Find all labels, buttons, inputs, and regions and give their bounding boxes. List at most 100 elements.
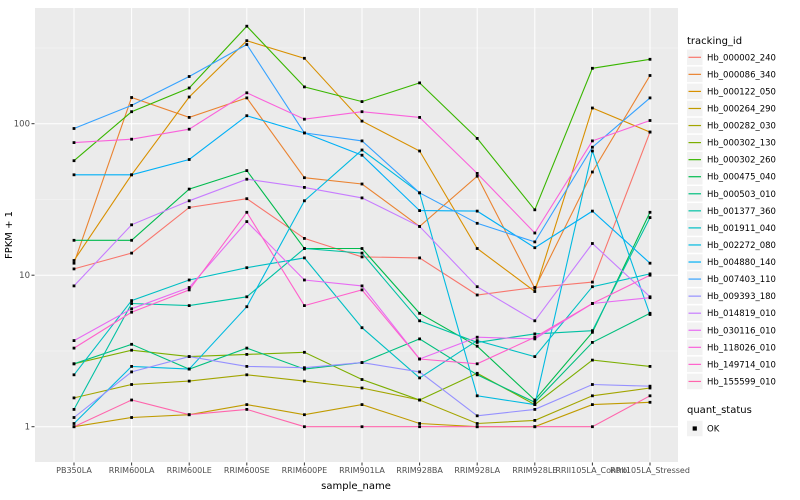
plot-panel [35, 8, 678, 462]
data-point-Hb_000122_050 [648, 130, 652, 134]
data-point-Hb_002272_080 [648, 313, 652, 316]
legend-item-label: Hb_155599_010 [707, 377, 776, 387]
legend-item-label: Hb_000475_040 [707, 173, 776, 183]
data-point-Hb_000122_050 [418, 149, 421, 153]
data-point-Hb_007403_110 [591, 145, 594, 149]
legend-item-Hb_118026_010: Hb_118026_010 [687, 339, 776, 356]
data-point-Hb_004880_140 [245, 114, 249, 118]
data-point-Hb_000282_030 [303, 379, 306, 383]
data-point-Hb_000282_030 [591, 394, 594, 398]
data-point-Hb_000475_040 [72, 238, 76, 242]
data-point-Hb_000475_040 [418, 311, 421, 315]
data-point-Hb_002272_080 [303, 199, 306, 203]
data-point-Hb_009393_180 [418, 370, 421, 374]
data-point-Hb_014819_010 [533, 319, 537, 323]
data-point-Hb_000086_340 [648, 74, 652, 77]
data-point-Hb_000503_010 [418, 337, 421, 341]
y-axis-title: FPKM + 1 [4, 211, 15, 259]
legend-item-label: Hb_007403_110 [707, 275, 776, 285]
legend-items: Hb_000002_240 Hb_000086_340 Hb_000122_050 H… [687, 49, 776, 390]
data-point-Hb_118026_010 [245, 91, 249, 95]
data-point-Hb_155599_010 [303, 425, 306, 429]
data-point-Hb_001911_040 [245, 266, 249, 270]
data-point-Hb_000264_290 [303, 413, 306, 417]
data-point-Hb_000302_130 [475, 371, 479, 375]
data-point-Hb_149714_010 [245, 210, 249, 214]
data-point-Hb_007403_110 [475, 221, 479, 225]
data-point-Hb_155599_010 [245, 408, 249, 411]
data-point-Hb_004880_140 [360, 153, 364, 157]
data-point-Hb_007403_110 [130, 104, 133, 107]
data-point-Hb_000302_130 [591, 358, 594, 362]
x-tick-label: RRII105LA_Control [555, 466, 629, 475]
data-point-Hb_149714_010 [591, 302, 594, 305]
legend-item-label: Hb_009393_180 [707, 292, 776, 302]
data-point-Hb_001911_040 [303, 256, 306, 260]
data-point-Hb_009393_180 [130, 370, 133, 374]
data-point-Hb_000002_240 [303, 237, 306, 240]
data-point-Hb_000302_260 [245, 24, 249, 28]
data-point-Hb_000302_130 [648, 365, 652, 368]
data-point-Hb_000503_010 [245, 346, 249, 350]
data-point-Hb_000282_030 [475, 422, 479, 425]
data-point-Hb_030116_010 [303, 278, 306, 282]
x-tick-label: RRII105LA_Stressed [610, 466, 690, 475]
data-point-Hb_118026_010 [187, 127, 191, 131]
data-point-Hb_009393_180 [360, 361, 364, 364]
data-point-Hb_000264_290 [245, 403, 249, 406]
legend-color-title: tracking_id [687, 36, 742, 47]
legend-item-Hb_000302_260: Hb_000302_260 [687, 151, 776, 168]
data-point-Hb_030116_010 [187, 286, 191, 289]
legend-item-label: Hb_002272_080 [707, 241, 776, 251]
data-point-Hb_014819_010 [245, 177, 249, 181]
data-point-Hb_002272_080 [72, 422, 76, 425]
data-point-Hb_030116_010 [533, 337, 537, 341]
data-point-Hb_000503_010 [591, 341, 594, 344]
data-point-Hb_118026_010 [475, 172, 479, 175]
legend-shape-items: OK [687, 420, 720, 437]
legend-item-label: Hb_000086_340 [707, 70, 776, 80]
data-point-Hb_000264_290 [360, 403, 364, 406]
data-point-Hb_000302_260 [303, 85, 306, 89]
data-point-Hb_000302_260 [130, 110, 133, 114]
y-tick-label: 100 [14, 120, 30, 130]
x-tick-label: PB350LA [56, 466, 92, 475]
legend-item-label: Hb_000302_130 [707, 139, 776, 149]
legend-item-Hb_004880_140: Hb_004880_140 [687, 254, 776, 270]
legend-item-Hb_000302_130: Hb_000302_130 [687, 134, 776, 151]
data-point-Hb_007403_110 [533, 240, 537, 244]
data-point-Hb_000002_240 [187, 206, 191, 209]
data-point-Hb_001911_040 [533, 355, 537, 358]
data-point-Hb_001377_360 [72, 408, 76, 411]
x-axis-title: sample_name [321, 481, 391, 492]
data-point-Hb_155599_010 [648, 394, 652, 398]
data-point-Hb_000302_260 [591, 66, 594, 70]
legend-item-label: Hb_000002_240 [707, 53, 776, 63]
y-tick-label: 1 [25, 423, 30, 433]
legend-item-Hb_000503_010: Hb_000503_010 [687, 186, 776, 202]
data-point-Hb_118026_010 [648, 119, 652, 122]
data-point-Hb_000122_050 [245, 39, 249, 43]
data-point-Hb_149714_010 [303, 304, 306, 307]
data-point-Hb_000503_010 [130, 342, 133, 346]
data-point-Hb_155599_010 [591, 425, 594, 429]
data-point-Hb_007403_110 [303, 131, 306, 135]
data-point-Hb_000302_130 [130, 348, 133, 352]
data-point-Hb_000503_010 [303, 367, 306, 371]
y-tick-label: 10 [19, 271, 30, 281]
x-tick-label: RRIM600PE [282, 466, 328, 475]
data-point-Hb_000302_260 [72, 159, 76, 163]
data-point-Hb_009393_180 [303, 366, 306, 370]
data-point-Hb_001377_360 [130, 302, 133, 305]
x-tick-label: RRIM600LA [109, 466, 155, 475]
data-point-Hb_002272_080 [533, 403, 537, 406]
data-point-Hb_000475_040 [475, 344, 479, 348]
data-point-Hb_014819_010 [187, 199, 191, 203]
data-point-Hb_014819_010 [591, 242, 594, 245]
data-point-Hb_001377_360 [360, 251, 364, 255]
data-point-Hb_155599_010 [533, 425, 537, 429]
data-point-Hb_002272_080 [591, 149, 594, 153]
data-point-Hb_149714_010 [187, 288, 191, 292]
